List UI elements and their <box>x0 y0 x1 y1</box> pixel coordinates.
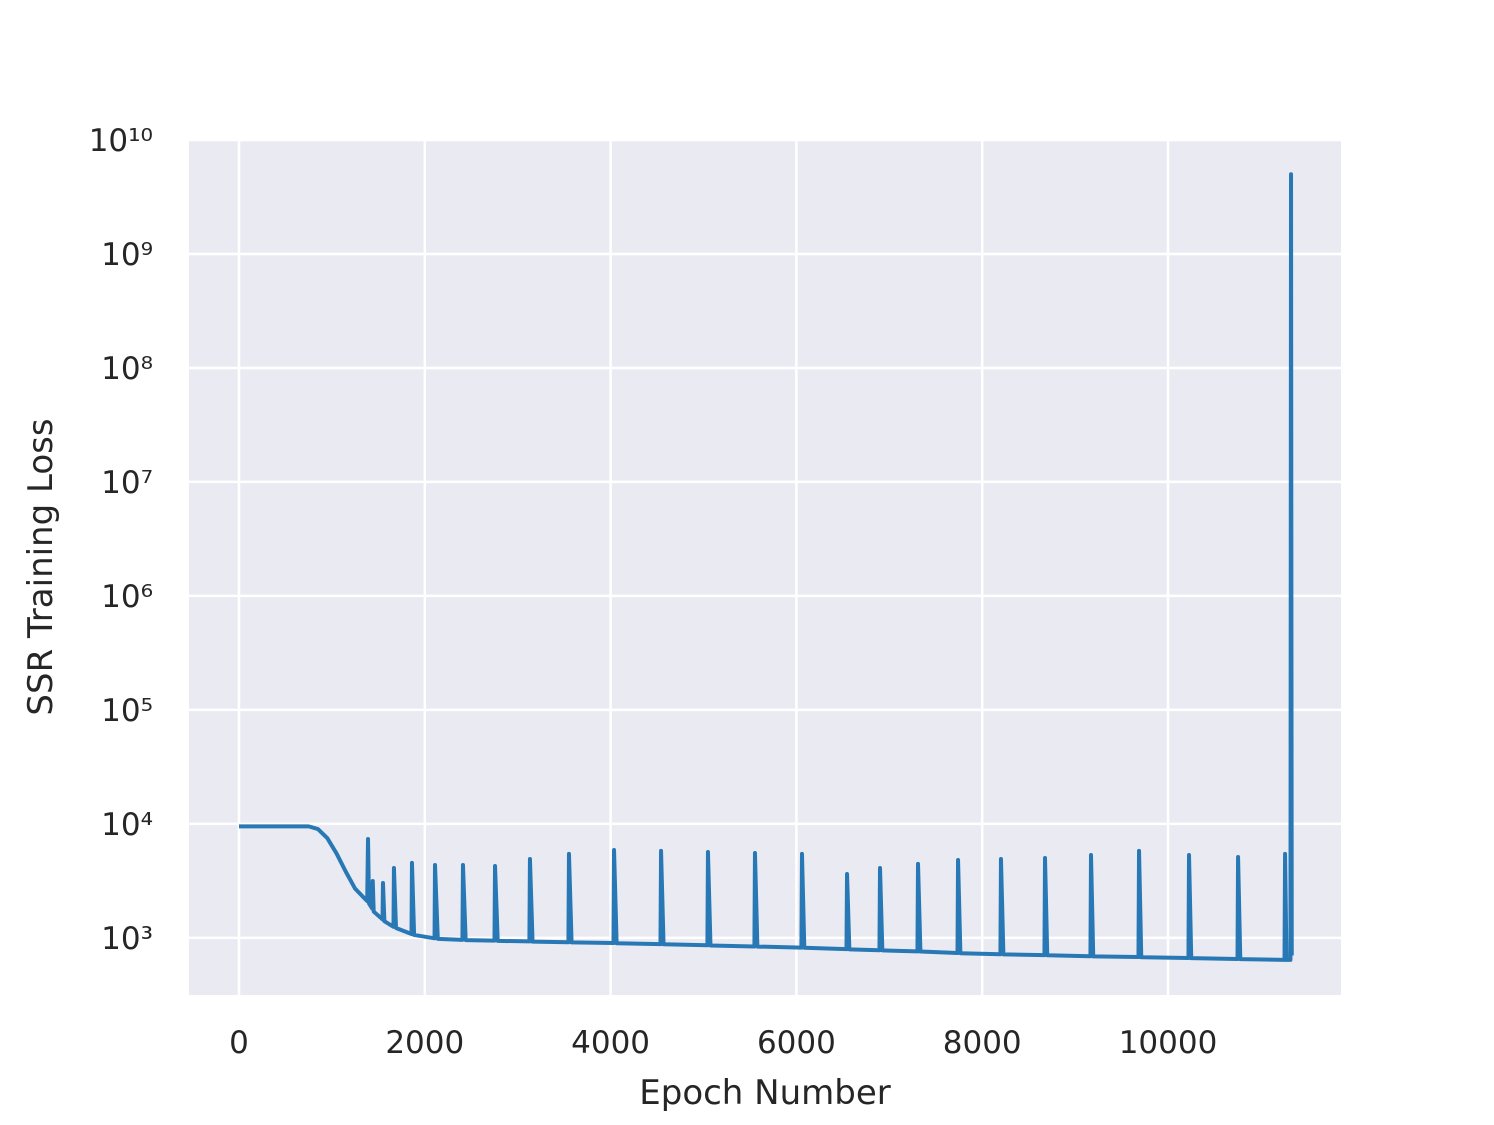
x-axis-label: Epoch Number <box>639 1073 891 1113</box>
y-tick-label: 10⁴ <box>101 807 153 843</box>
marks <box>238 172 1294 962</box>
x-tick-label: 10000 <box>1119 1025 1218 1061</box>
loss-line <box>238 172 1294 962</box>
plot-area <box>189 140 1341 995</box>
y-tick-label: 10⁷ <box>101 465 153 501</box>
y-tick-label: 10⁹ <box>101 237 153 273</box>
x-tick-label: 6000 <box>757 1025 836 1061</box>
y-axis-label: SSR Training Loss <box>21 418 61 715</box>
y-tick-label: 10⁵ <box>101 693 153 729</box>
x-tick-label: 2000 <box>385 1025 464 1061</box>
grid <box>189 138 1341 995</box>
x-tick-label: 0 <box>229 1025 249 1061</box>
y-tick-label: 10¹⁰ <box>89 123 153 159</box>
y-tick-label: 10⁶ <box>101 579 153 615</box>
y-tick-label: 10³ <box>101 921 153 957</box>
x-tick-label: 8000 <box>943 1025 1022 1061</box>
y-tick-label: 10⁸ <box>101 351 153 387</box>
x-tick-label: 4000 <box>571 1025 650 1061</box>
